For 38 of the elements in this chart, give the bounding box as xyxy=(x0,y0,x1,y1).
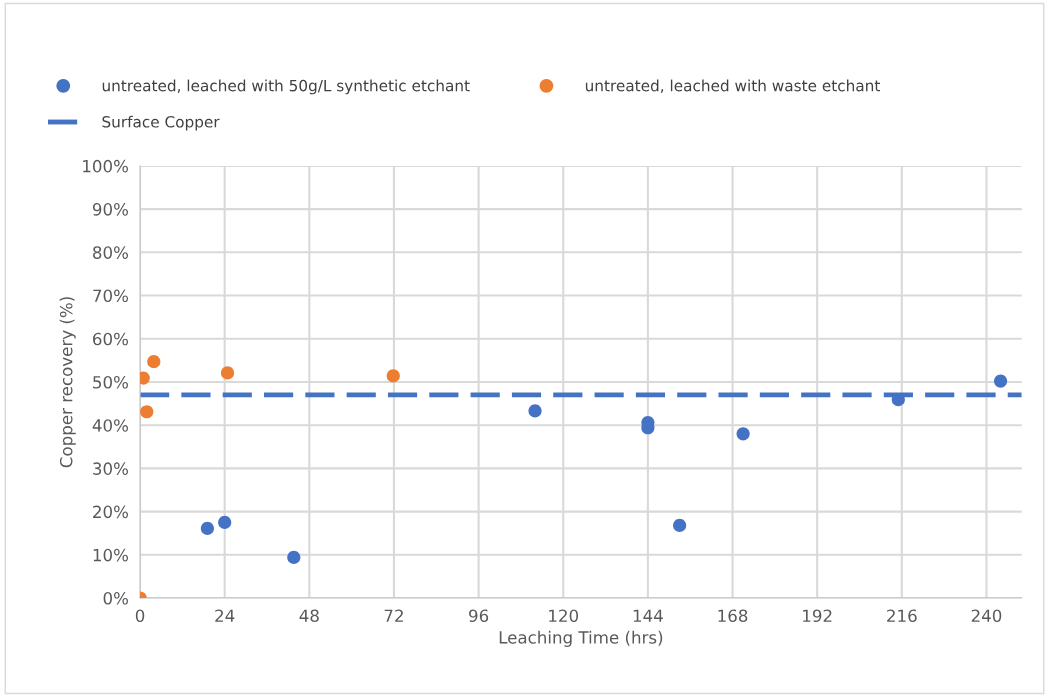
point xyxy=(528,404,542,418)
point xyxy=(220,366,235,380)
x-axis-title: Leaching Time (hrs) xyxy=(499,630,663,647)
y-tick-label: 40% xyxy=(92,419,129,432)
point xyxy=(218,515,232,529)
y-tick-label: 10% xyxy=(93,548,129,562)
x-tick-label: 192 xyxy=(803,609,832,623)
y-tick-label: 50% xyxy=(93,375,129,389)
y-tick-label: 30% xyxy=(93,462,129,475)
point xyxy=(200,521,214,536)
y-tick-label: 0% xyxy=(103,591,129,605)
x-tick-label: 120 xyxy=(549,609,579,623)
legend-label: Surface Copper xyxy=(102,115,220,131)
x-tick-label: 96 xyxy=(469,609,489,623)
point xyxy=(386,369,400,383)
x-tick-label: 144 xyxy=(633,609,663,622)
y-tick-label: 80% xyxy=(93,246,129,259)
y-tick-label: 70% xyxy=(93,289,129,303)
x-tick-label: 168 xyxy=(718,609,748,623)
x-tick-label: 48 xyxy=(299,609,319,623)
x-tick-label: 0 xyxy=(135,609,145,623)
point xyxy=(736,427,750,441)
legend-label: untreated, leached with waste etchant xyxy=(585,79,880,93)
x-tick-label: 240 xyxy=(971,609,1002,623)
x-tick-label: 24 xyxy=(215,609,235,622)
legend-label: untreated, leached with 50g/L synthetic etchant xyxy=(102,79,470,95)
point xyxy=(993,374,1008,388)
y-tick-label: 100% xyxy=(83,159,129,173)
point xyxy=(673,518,687,533)
x-tick-label: 72 xyxy=(384,609,403,622)
point xyxy=(147,355,161,369)
y-axis-title: Copper recovery (%) xyxy=(59,297,76,468)
point xyxy=(287,550,301,564)
y-tick-label: 90% xyxy=(92,203,129,216)
y-tick-label: 20% xyxy=(93,505,129,519)
point xyxy=(140,405,154,419)
y-tick-label: 60% xyxy=(93,332,129,346)
x-tick-label: 216 xyxy=(887,609,917,623)
